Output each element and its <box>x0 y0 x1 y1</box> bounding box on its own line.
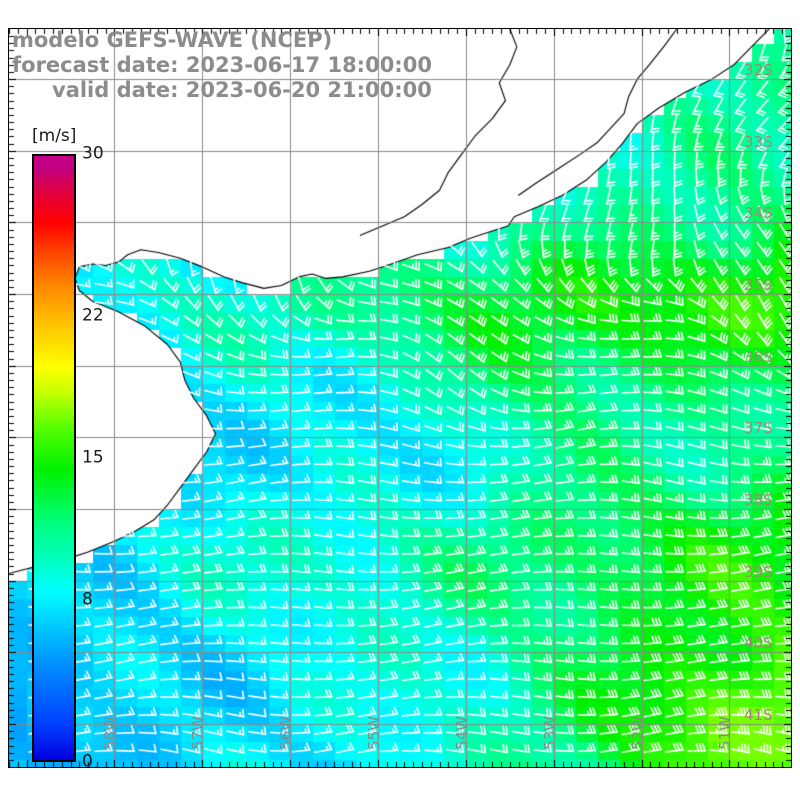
colorbar-tick-15: 15 <box>82 447 104 468</box>
colorbar-tick-30: 30 <box>82 143 104 164</box>
colorbar-unit-label: [m/s] <box>32 126 77 146</box>
map-canvas-stack <box>9 29 791 767</box>
colorbar: [m/s] 30 22 15 8 0 <box>30 126 190 772</box>
colorbar-tick-8: 8 <box>82 589 93 610</box>
colorbar-tick-22: 22 <box>82 305 104 326</box>
colorbar-gradient <box>32 154 76 762</box>
colorbar-tick-0: 0 <box>82 751 93 772</box>
map-frame <box>8 28 792 768</box>
axis-tick-layer <box>9 29 791 767</box>
